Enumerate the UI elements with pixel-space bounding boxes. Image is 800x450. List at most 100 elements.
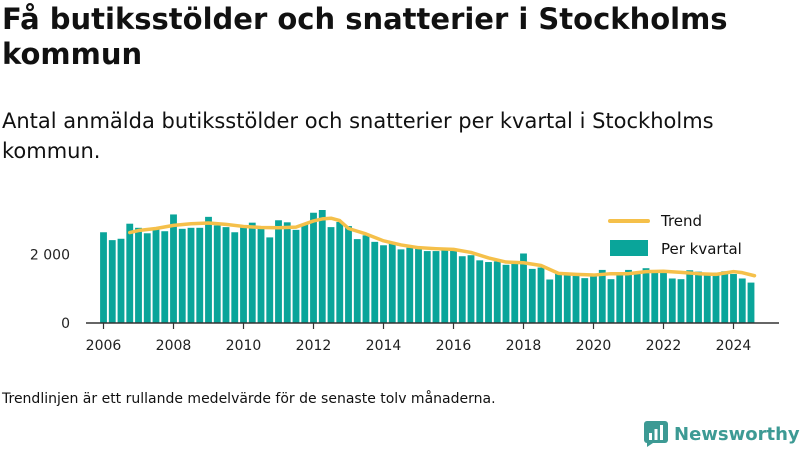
bar — [660, 271, 667, 323]
trend-line — [128, 216, 757, 278]
bar — [730, 274, 737, 323]
bar — [152, 228, 160, 323]
x-tick-label: 2012 — [296, 338, 332, 354]
x-tick-label: 2006 — [86, 338, 122, 354]
bar — [353, 239, 361, 323]
bar — [546, 279, 554, 323]
bar — [677, 279, 685, 323]
bar — [668, 278, 676, 323]
trend-line-group — [128, 216, 757, 278]
bar — [485, 262, 492, 323]
y-tick-label: 0 — [61, 316, 70, 332]
bar — [572, 274, 580, 323]
bar — [476, 260, 484, 323]
bars — [100, 210, 755, 323]
bar — [143, 233, 151, 323]
bar — [686, 270, 694, 323]
bar — [275, 220, 282, 323]
legend: Trend Per kvartal — [608, 212, 742, 258]
bar — [607, 279, 615, 323]
bar — [336, 221, 344, 323]
footnote: Trendlinjen är ett rullande medelvärde f… — [2, 391, 496, 407]
newsworthy-logo-icon — [644, 421, 668, 447]
chart-title: Få butiksstölder och snatterier i Stockh… — [2, 2, 728, 71]
bar — [642, 268, 650, 323]
x-tick-label: 2024 — [716, 338, 752, 354]
bar — [703, 273, 711, 323]
bar — [126, 223, 134, 323]
bar — [747, 282, 755, 323]
bar — [441, 249, 449, 323]
bar — [511, 263, 519, 323]
bar — [100, 232, 107, 323]
brand[interactable]: Newsworthy — [644, 420, 800, 448]
bar-chart: 0 2 000 2006 2008 2010 2012 2014 2016 2018 2020 20… — [30, 210, 779, 354]
bar — [257, 226, 265, 323]
x-tick-label: 2016 — [436, 338, 472, 354]
bar — [292, 229, 300, 323]
legend-trend-label: Trend — [660, 212, 702, 230]
legend-per-kvartal-label: Per kvartal — [661, 240, 742, 258]
bar — [187, 227, 195, 323]
bar — [563, 274, 571, 323]
x-tick-label: 2018 — [506, 338, 542, 354]
bar — [616, 274, 624, 323]
bar — [318, 210, 326, 323]
x-tick-label: 2008 — [156, 338, 192, 354]
bar — [555, 273, 562, 323]
bar — [633, 273, 641, 323]
bar — [598, 269, 606, 323]
bar — [721, 271, 729, 323]
bar — [432, 251, 440, 323]
bar — [625, 269, 632, 323]
bar — [301, 223, 309, 323]
bar — [738, 278, 746, 323]
bar — [196, 227, 204, 323]
bar — [240, 225, 247, 323]
bar — [695, 271, 702, 323]
bar — [283, 222, 291, 323]
bar — [651, 272, 659, 323]
bar — [248, 222, 256, 323]
bar — [380, 245, 387, 323]
bar — [520, 253, 527, 323]
bar — [406, 247, 414, 323]
bar — [266, 237, 274, 323]
bar — [397, 249, 405, 323]
x-tick-label: 2020 — [576, 338, 612, 354]
bar — [310, 212, 317, 323]
x-tick-label: 2014 — [366, 338, 402, 354]
bar — [502, 264, 510, 323]
bar — [178, 228, 186, 323]
axes: 0 2 000 2006 2008 2010 2012 2014 2016 2018 2020 20… — [30, 248, 779, 354]
bar — [161, 231, 169, 323]
bar — [213, 225, 221, 323]
bar — [135, 227, 142, 323]
bar — [108, 240, 116, 323]
bar — [117, 238, 125, 323]
bar — [170, 214, 177, 323]
bar — [581, 278, 589, 323]
bar — [450, 250, 457, 323]
bar — [467, 255, 475, 323]
bar — [537, 267, 545, 323]
bar — [327, 227, 335, 323]
bar — [712, 272, 720, 323]
bar — [493, 261, 501, 323]
bar — [205, 216, 212, 323]
brand-name: Newsworthy — [674, 423, 800, 445]
legend-per-kvartal-swatch — [610, 240, 648, 256]
bar — [222, 227, 230, 323]
bar — [345, 226, 352, 323]
bar — [231, 232, 239, 323]
bar — [415, 248, 422, 323]
bar — [371, 241, 379, 323]
bar — [458, 256, 466, 323]
y-tick-label: 2 000 — [30, 248, 70, 264]
bar — [388, 242, 396, 323]
x-tick-label: 2010 — [226, 338, 262, 354]
bar — [423, 251, 431, 323]
bar — [528, 268, 536, 323]
x-tick-label: 2022 — [646, 338, 682, 354]
bar — [362, 235, 370, 323]
